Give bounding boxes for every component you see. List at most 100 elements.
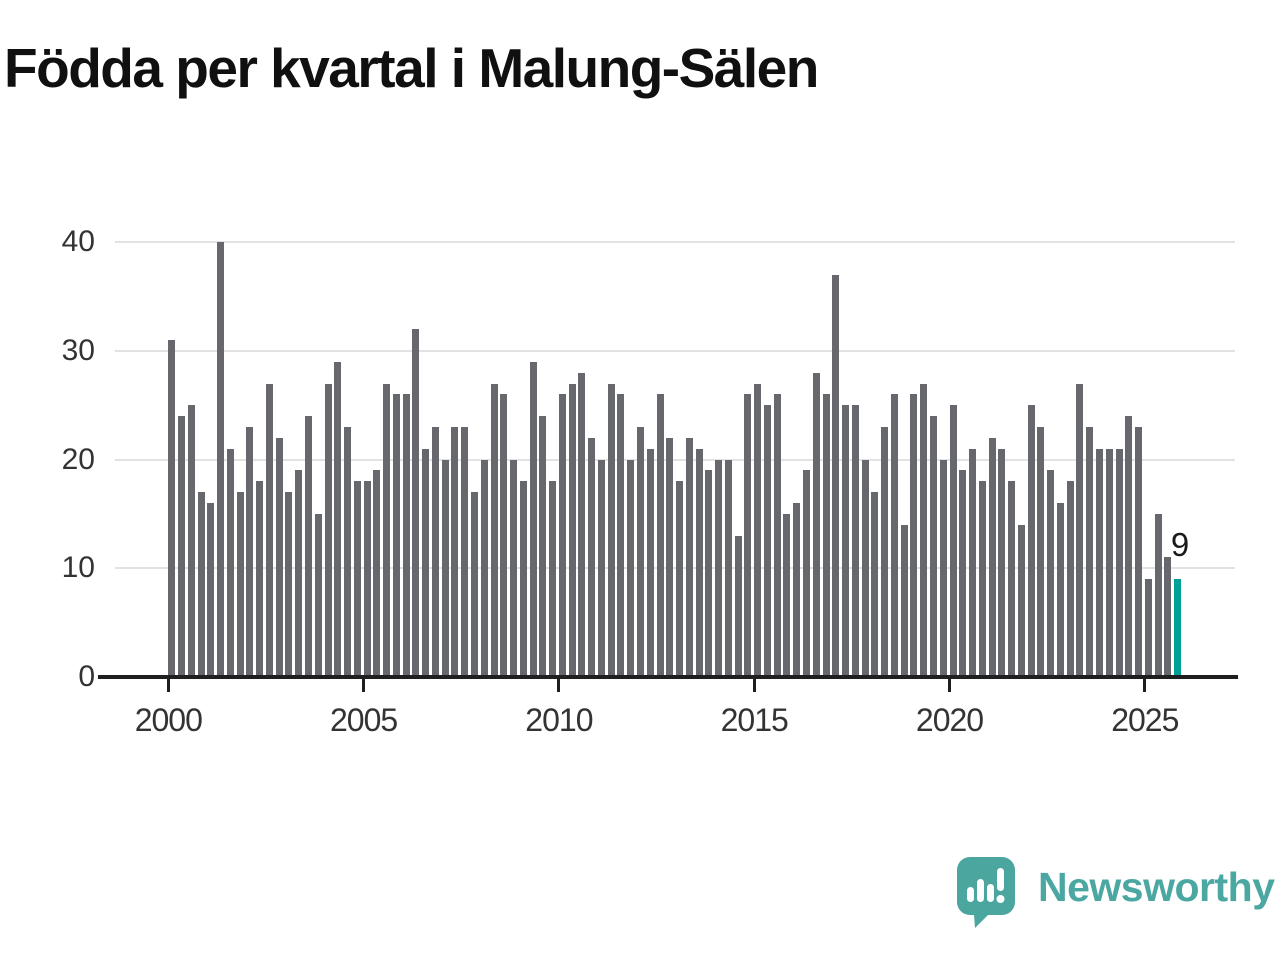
y-gridline — [115, 241, 1235, 244]
bar — [910, 394, 918, 677]
bar — [402, 394, 410, 677]
bar — [275, 437, 283, 677]
y-gridline — [115, 567, 1235, 570]
bar — [265, 383, 273, 677]
bar — [666, 437, 674, 677]
newsworthy-logo-text: Newsworthy — [1038, 864, 1275, 910]
bar — [685, 437, 693, 677]
x-axis-tick-label: 2010 — [525, 702, 593, 738]
bar — [383, 383, 391, 677]
bar — [744, 394, 752, 677]
x-axis-tick — [948, 679, 951, 692]
bar — [363, 481, 371, 677]
bar — [529, 361, 537, 677]
bar — [734, 535, 742, 677]
bar — [461, 426, 469, 677]
last-bar-value-label: 9 — [1170, 526, 1190, 564]
bar — [754, 383, 762, 677]
bar — [705, 470, 713, 677]
bar — [627, 459, 635, 677]
bar — [178, 416, 186, 677]
bar — [998, 448, 1006, 677]
bar — [324, 383, 332, 677]
bar — [510, 459, 518, 677]
x-axis-line — [98, 675, 1238, 679]
bar — [1027, 405, 1035, 677]
bar — [197, 492, 205, 677]
bar — [490, 383, 498, 677]
bar — [246, 426, 254, 677]
bar — [500, 394, 508, 677]
newsworthy-logo: Newsworthy — [956, 856, 1275, 930]
bar — [929, 416, 937, 677]
bar — [373, 470, 381, 677]
bar — [1056, 503, 1064, 677]
bar — [431, 426, 439, 677]
bar — [783, 513, 791, 677]
newsworthy-logo-icon — [957, 857, 1015, 928]
bar — [793, 503, 801, 677]
bar — [207, 503, 215, 677]
x-axis-tick — [166, 679, 170, 692]
bar — [646, 448, 654, 677]
chart-title: Födda per kvartal i Malung-Sälen — [4, 37, 819, 99]
bar — [314, 513, 322, 677]
bar — [1095, 448, 1103, 677]
bar — [763, 405, 771, 677]
highlighted-bar — [1174, 579, 1182, 677]
bar — [939, 459, 947, 677]
bar — [578, 372, 586, 677]
bar — [344, 426, 352, 677]
bar — [392, 394, 400, 677]
bar — [441, 459, 449, 677]
bar — [890, 394, 898, 677]
bar — [568, 383, 576, 677]
bar — [1144, 579, 1152, 677]
bar — [412, 329, 420, 677]
bar — [168, 340, 176, 677]
y-axis-tick-label: 30 — [61, 333, 95, 367]
bar — [1017, 524, 1025, 677]
bar — [353, 481, 361, 677]
bar — [832, 274, 840, 677]
bar — [217, 242, 225, 677]
bar — [1076, 383, 1084, 677]
bar — [1008, 481, 1016, 677]
bar — [812, 372, 820, 677]
x-axis-tick — [752, 679, 756, 692]
y-gridline — [115, 349, 1235, 352]
y-gridline — [115, 458, 1235, 461]
bar — [539, 416, 547, 677]
bar — [1135, 426, 1143, 677]
bar — [715, 459, 723, 677]
y-axis-tick-label: 20 — [61, 442, 95, 476]
bar — [803, 470, 811, 677]
bar — [969, 448, 977, 677]
bar — [305, 416, 312, 677]
bar — [900, 524, 908, 677]
bar — [842, 405, 850, 677]
bar — [295, 470, 303, 677]
bar — [617, 394, 625, 677]
bar — [558, 394, 566, 677]
bar — [949, 405, 957, 677]
bar — [656, 394, 664, 677]
bar — [597, 459, 605, 677]
bar — [334, 361, 342, 677]
x-axis-tick — [362, 679, 366, 692]
bar — [480, 459, 488, 677]
bar — [226, 448, 234, 677]
bar — [978, 481, 986, 677]
bar — [881, 426, 889, 677]
x-axis-tick-label: 2015 — [720, 702, 789, 738]
bar — [851, 405, 859, 677]
x-axis-tick-label: 2025 — [1111, 702, 1179, 738]
bar — [695, 448, 703, 677]
bar — [1066, 481, 1074, 677]
y-axis-tick-label: 0 — [78, 660, 95, 693]
x-axis-tick — [1143, 679, 1147, 692]
bar — [1037, 426, 1045, 677]
bar — [959, 470, 967, 677]
x-axis-tick-label: 2000 — [134, 702, 203, 738]
